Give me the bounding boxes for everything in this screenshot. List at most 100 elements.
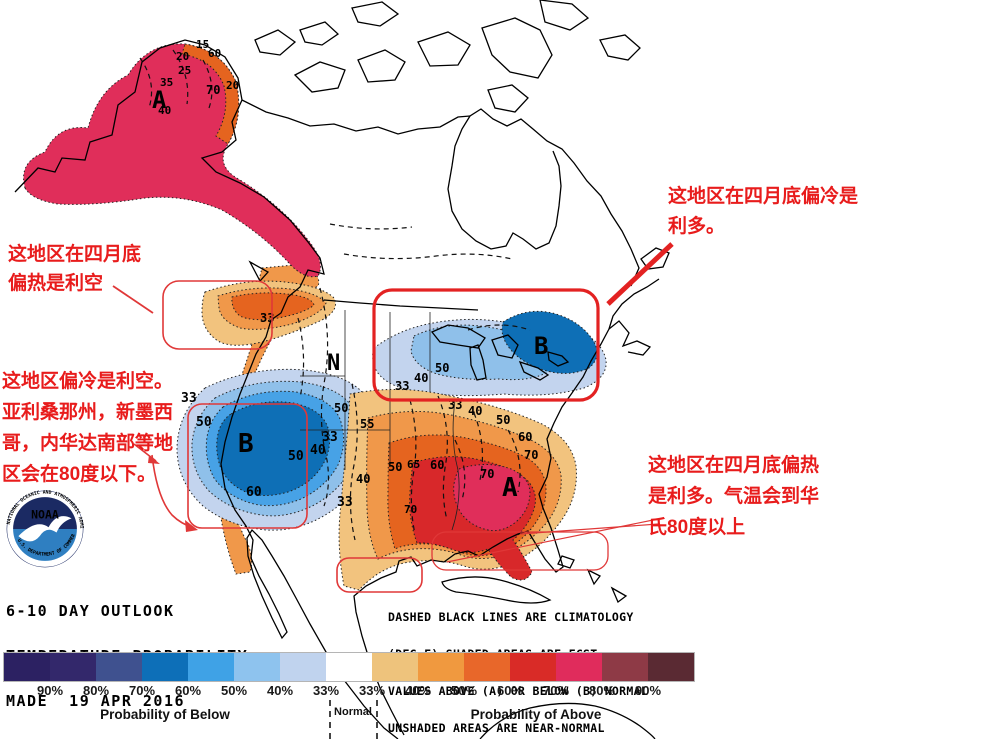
legend-below-label: Probability of Below bbox=[100, 707, 230, 722]
map-contour-label: 25 bbox=[178, 64, 191, 77]
map-contour-label: 40 bbox=[414, 371, 428, 385]
legend-swatch bbox=[510, 653, 556, 681]
legend-swatch bbox=[602, 653, 648, 681]
map-contour-label: 40 bbox=[310, 443, 326, 458]
map-contour-label: 70 bbox=[524, 448, 538, 462]
map-contour-label: 20 bbox=[226, 79, 239, 92]
arrowhead-southwest bbox=[185, 520, 198, 532]
legend-tick-label: 80% bbox=[588, 683, 616, 698]
map-contour-label: 40 bbox=[356, 472, 370, 486]
map-contour-label: 50 bbox=[496, 413, 510, 427]
climatology-dashed-lines bbox=[139, 49, 531, 541]
ne-below-50 bbox=[501, 310, 598, 374]
state-border-lines bbox=[300, 310, 460, 531]
sw-below-60 bbox=[216, 401, 330, 496]
noaa-logo: NOAA NATIONAL OCEANIC AND ATMOSPHERIC AD… bbox=[6, 490, 84, 568]
map-contour-label: 70 bbox=[206, 83, 220, 97]
legend-swatch bbox=[96, 653, 142, 681]
map-contour-label: 50 bbox=[334, 401, 348, 415]
map-contour-label: 50 bbox=[388, 460, 402, 474]
legend-swatch bbox=[464, 653, 510, 681]
legend-tick-label: 33% bbox=[312, 683, 340, 698]
alaska-above-fringe bbox=[181, 43, 240, 145]
legend-tick-label: 80% bbox=[82, 683, 110, 698]
highlight-box-southwest bbox=[187, 403, 308, 529]
legend-swatch bbox=[648, 653, 694, 681]
legend-normal-label: Normal bbox=[334, 706, 372, 718]
legend-normal-divider-left bbox=[329, 700, 331, 739]
noaa-seagull-icon bbox=[18, 516, 72, 542]
map-contour-label: B bbox=[534, 332, 548, 360]
legend-tick-label: 90% bbox=[36, 683, 64, 698]
shaded-regions bbox=[23, 43, 607, 591]
legend-normal-divider-right bbox=[376, 700, 378, 739]
arrowhead-midleft bbox=[148, 455, 160, 464]
note-line: UNSHADED AREAS ARE NEAR-NORMAL bbox=[388, 721, 605, 736]
legend-tick-label: 90% bbox=[634, 683, 662, 698]
legend-swatch-row bbox=[3, 652, 695, 682]
map-contour-label: N bbox=[327, 351, 340, 376]
map-contour-label: 33 bbox=[322, 430, 338, 445]
map-contour-label: 40 bbox=[468, 404, 482, 418]
map-contour-label: 50 bbox=[435, 361, 449, 375]
legend-swatch bbox=[372, 653, 418, 681]
legend-tick-label: 33% bbox=[358, 683, 386, 698]
title-line: MADE 19 APR 2016 bbox=[6, 692, 186, 710]
annotation-southeast-warm: 这地区在四月底偏热 是利多。气温会到华 氏80度以上 bbox=[648, 455, 820, 538]
legend-tick-label: 50% bbox=[450, 683, 478, 698]
highlight-box-gulf bbox=[431, 531, 609, 571]
map-contour-label: 60 bbox=[518, 430, 532, 444]
connector-line-northeast bbox=[606, 242, 674, 306]
note-block: DASHED BLACK LINES ARE CLIMATOLOGY (DEG … bbox=[388, 586, 648, 739]
map-contour-label: A bbox=[502, 473, 518, 503]
map-contour-label: 50 bbox=[288, 449, 304, 464]
legend-tick-label: 50% bbox=[220, 683, 248, 698]
map-contour-label: 33 bbox=[337, 495, 353, 510]
legend-swatch bbox=[4, 653, 50, 681]
legend-swatch bbox=[556, 653, 602, 681]
highlight-box-texas bbox=[336, 557, 423, 593]
connector-line-pnw bbox=[112, 285, 154, 314]
annotation-pnw-warm: 这地区在四月底 偏热是利空 bbox=[8, 244, 142, 294]
map-contour-label: 20 bbox=[176, 50, 189, 63]
legend-tick-label: 70% bbox=[128, 683, 156, 698]
map-contour-label: 33 bbox=[395, 379, 409, 393]
map-contour-label: 15 bbox=[196, 38, 209, 51]
map-contour-label: 65 bbox=[407, 458, 420, 471]
highlight-box-northeast bbox=[372, 288, 600, 402]
map-contour-label: 50 bbox=[196, 415, 212, 430]
map-contour-label: 60 bbox=[246, 485, 262, 500]
highlight-box-pnw bbox=[162, 280, 273, 350]
map-contour-label: 60 bbox=[208, 47, 221, 60]
map-contour-label: 35 bbox=[160, 76, 173, 89]
map-contour-label: 40 bbox=[158, 104, 171, 117]
noaa-logo-text: NOAA bbox=[31, 507, 59, 521]
legend-tick-label: 40% bbox=[404, 683, 432, 698]
map-contour-label: 55 bbox=[360, 417, 374, 431]
map-contour-label: 70 bbox=[404, 503, 417, 516]
probability-legend: 90% 80% 70% 60% 50% 40% 33% 33% 40% 50% 60% 70% 80% 9… bbox=[0, 650, 1000, 739]
legend-tick-label: 60% bbox=[174, 683, 202, 698]
legend-tick-label: 70% bbox=[542, 683, 570, 698]
legend-tick-label: 60% bbox=[496, 683, 524, 698]
legend-swatch bbox=[418, 653, 464, 681]
annotation-northeast-cold: 这地区在四月底偏冷是 利多。 bbox=[668, 186, 859, 237]
red-annotation-overlays bbox=[112, 242, 674, 593]
legend-swatch bbox=[142, 653, 188, 681]
title-line: 6-10 DAY OUTLOOK bbox=[6, 602, 175, 620]
coastline-outlines bbox=[14, 0, 670, 739]
map-contour-label: 70 bbox=[480, 467, 494, 481]
legend-tick-label: 40% bbox=[266, 683, 294, 698]
legend-swatch bbox=[234, 653, 280, 681]
se-above-70 bbox=[453, 464, 531, 532]
legend-swatch bbox=[50, 653, 96, 681]
annotation-southwest-cold: 这地区偏冷是利空。 亚利桑那州，新墨西 哥，内华达南部等地 区会在80度以下。 bbox=[2, 371, 174, 485]
map-contour-label: 60 bbox=[430, 458, 444, 472]
legend-swatch bbox=[326, 653, 372, 681]
legend-swatch bbox=[188, 653, 234, 681]
legend-swatch bbox=[280, 653, 326, 681]
map-contour-label: B bbox=[238, 429, 254, 459]
